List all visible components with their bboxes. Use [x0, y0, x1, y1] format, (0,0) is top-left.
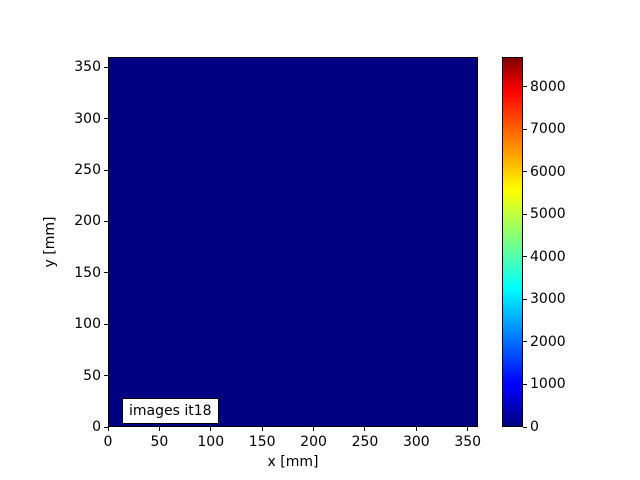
colorbar-tick-label: 0 — [530, 419, 539, 435]
y-tick-label: 350 — [74, 59, 101, 76]
x-tick-label: 50 — [150, 434, 169, 450]
x-tick-label: 250 — [351, 434, 379, 450]
x-tick-mark — [313, 427, 315, 431]
colorbar-tick-label: 1000 — [530, 376, 566, 393]
colorbar-tick-mark — [523, 298, 527, 300]
colorbar — [502, 57, 523, 427]
colorbar-tick-mark — [523, 213, 527, 215]
colorbar-tick-mark — [523, 171, 527, 173]
colorbar-tick-label: 2000 — [530, 333, 566, 350]
y-tick-mark — [104, 220, 108, 222]
y-tick-label: 200 — [74, 213, 101, 230]
colorbar-tick-label: 6000 — [530, 163, 566, 180]
colorbar-tick-label: 7000 — [530, 121, 566, 138]
y-tick-label: 50 — [83, 367, 101, 384]
colorbar-tick-label: 8000 — [530, 78, 566, 95]
x-tick-label: 0 — [103, 434, 113, 450]
y-tick-mark — [104, 375, 108, 377]
x-tick-mark — [158, 427, 160, 431]
y-tick-label: 100 — [74, 316, 101, 333]
y-axis-label: y [mm] — [42, 216, 58, 268]
colorbar-tick-mark — [523, 256, 527, 258]
y-tick-mark — [104, 169, 108, 171]
colorbar-tick-label: 3000 — [530, 291, 566, 308]
colorbar-tick-mark — [523, 128, 527, 130]
x-tick-label: 100 — [197, 434, 225, 450]
y-tick-mark — [104, 118, 108, 120]
colorbar-tick-label: 4000 — [530, 248, 566, 265]
y-tick-mark — [104, 426, 108, 428]
x-tick-mark — [210, 427, 212, 431]
colorbar-tick-mark — [523, 383, 527, 385]
annotation-text: images it18 — [129, 403, 212, 419]
x-tick-mark — [261, 427, 263, 431]
x-tick-label: 200 — [300, 434, 327, 450]
x-axis-label: x [mm] — [267, 454, 319, 470]
x-tick-label: 300 — [402, 434, 430, 450]
colorbar-tick-mark — [523, 341, 527, 343]
y-tick-mark — [104, 323, 108, 325]
colorbar-tick-label: 5000 — [530, 206, 566, 223]
x-tick-mark — [107, 427, 109, 431]
y-tick-label: 300 — [74, 110, 101, 127]
x-tick-label: 150 — [248, 434, 276, 450]
annotation-label: images it18 — [122, 398, 219, 425]
heatmap-plot-area — [108, 57, 478, 427]
y-tick-mark — [104, 272, 108, 274]
y-tick-mark — [104, 66, 108, 68]
y-tick-label: 150 — [74, 264, 101, 281]
y-tick-label: 250 — [74, 162, 101, 179]
colorbar-tick-mark — [523, 86, 527, 88]
x-tick-mark — [364, 427, 366, 431]
x-tick-mark — [467, 427, 469, 431]
y-tick-label: 0 — [92, 419, 101, 435]
colorbar-tick-mark — [523, 426, 527, 428]
x-tick-mark — [415, 427, 417, 431]
x-tick-label: 350 — [454, 434, 482, 450]
